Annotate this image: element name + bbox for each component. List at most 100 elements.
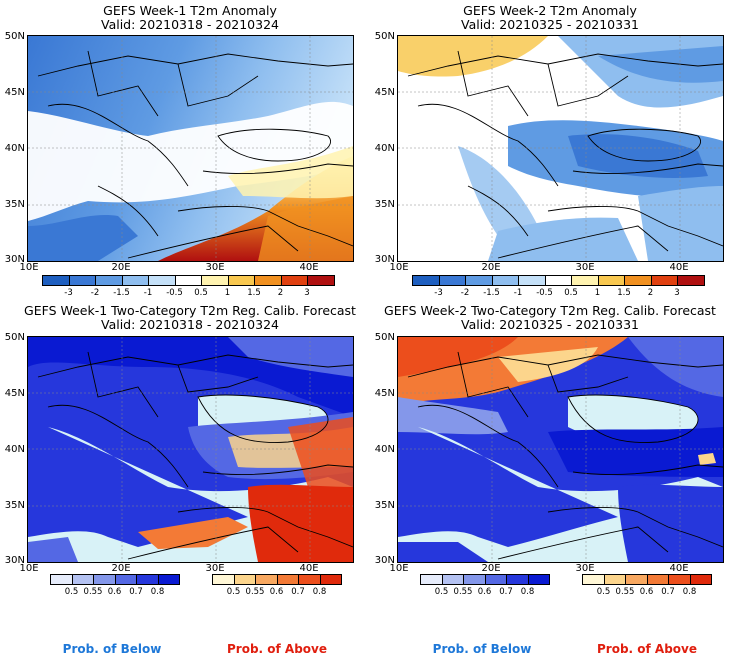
colorbar-tick-label: 0.5 — [434, 587, 449, 597]
colorbar-swatch — [420, 574, 443, 585]
lat-label: 35N — [4, 500, 25, 511]
colorbar-tick-label: -0.5 — [536, 288, 553, 298]
colorbar-tick-label: 0.55 — [245, 587, 265, 597]
colorbar-swatch — [233, 574, 256, 585]
panel-subtitle: Valid: 20210318 - 20210324 — [100, 317, 279, 332]
colorbar-tick-label: 0.7 — [499, 587, 513, 597]
colorbar-swatch — [121, 275, 149, 286]
panel-week1-probability: GEFS Week-1 Two-Category T2m Reg. Calib.… — [0, 300, 370, 600]
lat-label: 40N — [4, 444, 25, 455]
colorbar-swatch — [319, 574, 342, 585]
lon-label: 30E — [205, 563, 225, 574]
colorbar-tick-label: 0.55 — [83, 587, 103, 597]
lon-label: 40E — [669, 262, 689, 273]
colorbar-tick-label: 0.7 — [129, 587, 143, 597]
colorbar-tick-label: 0.5 — [194, 288, 208, 298]
lat-label: 50N — [374, 31, 395, 42]
colorbar-swatch — [254, 275, 282, 286]
colorbar-swatch — [42, 275, 70, 286]
probability-map-week1 — [27, 336, 354, 563]
panel-week2-anomaly: GEFS Week-2 T2m Anomaly Valid: 20210325 … — [370, 0, 740, 300]
colorbar-swatch — [174, 275, 202, 286]
lat-label: 45N — [4, 388, 25, 399]
colorbar-tick-label: 0.5 — [596, 587, 611, 597]
prob-above-label: Prob. of Above — [226, 642, 328, 656]
colorbar-swatch — [677, 275, 705, 286]
colorbar-swatch — [71, 574, 94, 585]
colorbar-swatch — [412, 275, 440, 286]
colorbar-swatch — [544, 275, 572, 286]
colorbar-tick-label: 0.5 — [226, 587, 241, 597]
colorbar-swatch — [646, 574, 669, 585]
colorbar-tick-label: 3 — [674, 288, 680, 298]
colorbar-tick-label: 1.5 — [247, 288, 261, 298]
lat-label: 45N — [4, 87, 25, 98]
lon-label: 30E — [205, 262, 225, 273]
colorbar-swatch — [68, 275, 96, 286]
lat-label: 30N — [4, 555, 25, 566]
colorbar-swatch — [95, 275, 123, 286]
lon-label: 30E — [575, 262, 595, 273]
lon-label: 40E — [299, 563, 319, 574]
colorbar-tick-label: -2 — [460, 288, 470, 298]
colorbar-tick-label: 0.7 — [291, 587, 305, 597]
lon-label: 30E — [575, 563, 595, 574]
above-colorbar: 0.5 0.55 0.6 0.7 0.8 — [582, 574, 712, 598]
above-colorbar: 0.5 0.55 0.6 0.7 0.8 — [212, 574, 342, 598]
prob-below-label: Prob. of Below — [432, 642, 532, 656]
colorbar-tick-label: 0.6 — [477, 587, 492, 597]
lon-label: 20E — [481, 563, 501, 574]
colorbar-swatch — [603, 574, 626, 585]
lat-label: 35N — [374, 199, 395, 210]
colorbar-swatch — [227, 275, 255, 286]
panel-title: GEFS Week-1 Two-Category T2m Reg. Calib.… — [24, 303, 356, 318]
lon-label: 20E — [111, 563, 131, 574]
colorbar-swatch — [518, 275, 546, 286]
lon-label: 10E — [19, 563, 39, 574]
colorbar-tick-label: -3 — [64, 288, 73, 298]
colorbar-swatch — [201, 275, 229, 286]
colorbar-tick-label: 0.5 — [64, 587, 79, 597]
lat-label: 50N — [4, 332, 25, 343]
lon-label: 40E — [299, 262, 319, 273]
colorbar-swatch — [212, 574, 235, 585]
colorbar-swatch — [157, 574, 180, 585]
colorbar-swatch — [582, 574, 605, 585]
colorbar-tick-label: -2 — [90, 288, 100, 298]
probability-map-week2 — [397, 336, 724, 563]
lon-label: 10E — [389, 563, 409, 574]
colorbar-swatch — [625, 574, 648, 585]
colorbar-tick-label: 0.55 — [453, 587, 473, 597]
panel-title: GEFS Week-2 Two-Category T2m Reg. Calib.… — [384, 303, 716, 318]
lat-label: 40N — [4, 143, 25, 154]
colorbar-swatch — [484, 574, 507, 585]
anomaly-colorbar: -3 -2 -1.5 -1 -0.5 0.5 1 1.5 2 3 — [412, 275, 705, 299]
colorbar-tick-label: 0.8 — [520, 587, 535, 597]
panel-title: GEFS Week-2 T2m Anomaly — [463, 3, 637, 18]
panel-week2-probability: GEFS Week-2 Two-Category T2m Reg. Calib.… — [370, 300, 740, 600]
colorbar-swatch — [624, 275, 652, 286]
colorbar-tick-label: 1 — [224, 288, 231, 298]
colorbar-swatch — [50, 574, 73, 585]
anomaly-colorbar: -3 -2 -1.5 -1 -0.5 0.5 1 1.5 2 3 — [42, 275, 335, 299]
colorbar-tick-label: 0.6 — [107, 587, 122, 597]
lon-label: 20E — [481, 262, 501, 273]
colorbar-swatch — [465, 275, 493, 286]
colorbar-tick-label: 0.7 — [661, 587, 675, 597]
anomaly-map-week1 — [27, 35, 354, 262]
colorbar-tick-label: 0.8 — [682, 587, 697, 597]
colorbar-tick-label: 0.8 — [150, 587, 165, 597]
lat-label: 40N — [374, 143, 395, 154]
below-colorbar: 0.5 0.55 0.6 0.7 0.8 — [50, 574, 180, 598]
colorbar-swatch — [491, 275, 519, 286]
colorbar-swatch — [255, 574, 278, 585]
colorbar-swatch — [689, 574, 712, 585]
colorbar-swatch — [668, 574, 691, 585]
colorbar-swatch — [441, 574, 464, 585]
lat-label: 40N — [374, 444, 395, 455]
lat-label: 50N — [4, 31, 25, 42]
colorbar-swatch — [280, 275, 308, 286]
colorbar-tick-label: 3 — [304, 288, 310, 298]
colorbar-swatch — [463, 574, 486, 585]
panel-subtitle: Valid: 20210318 - 20210324 — [100, 17, 279, 32]
